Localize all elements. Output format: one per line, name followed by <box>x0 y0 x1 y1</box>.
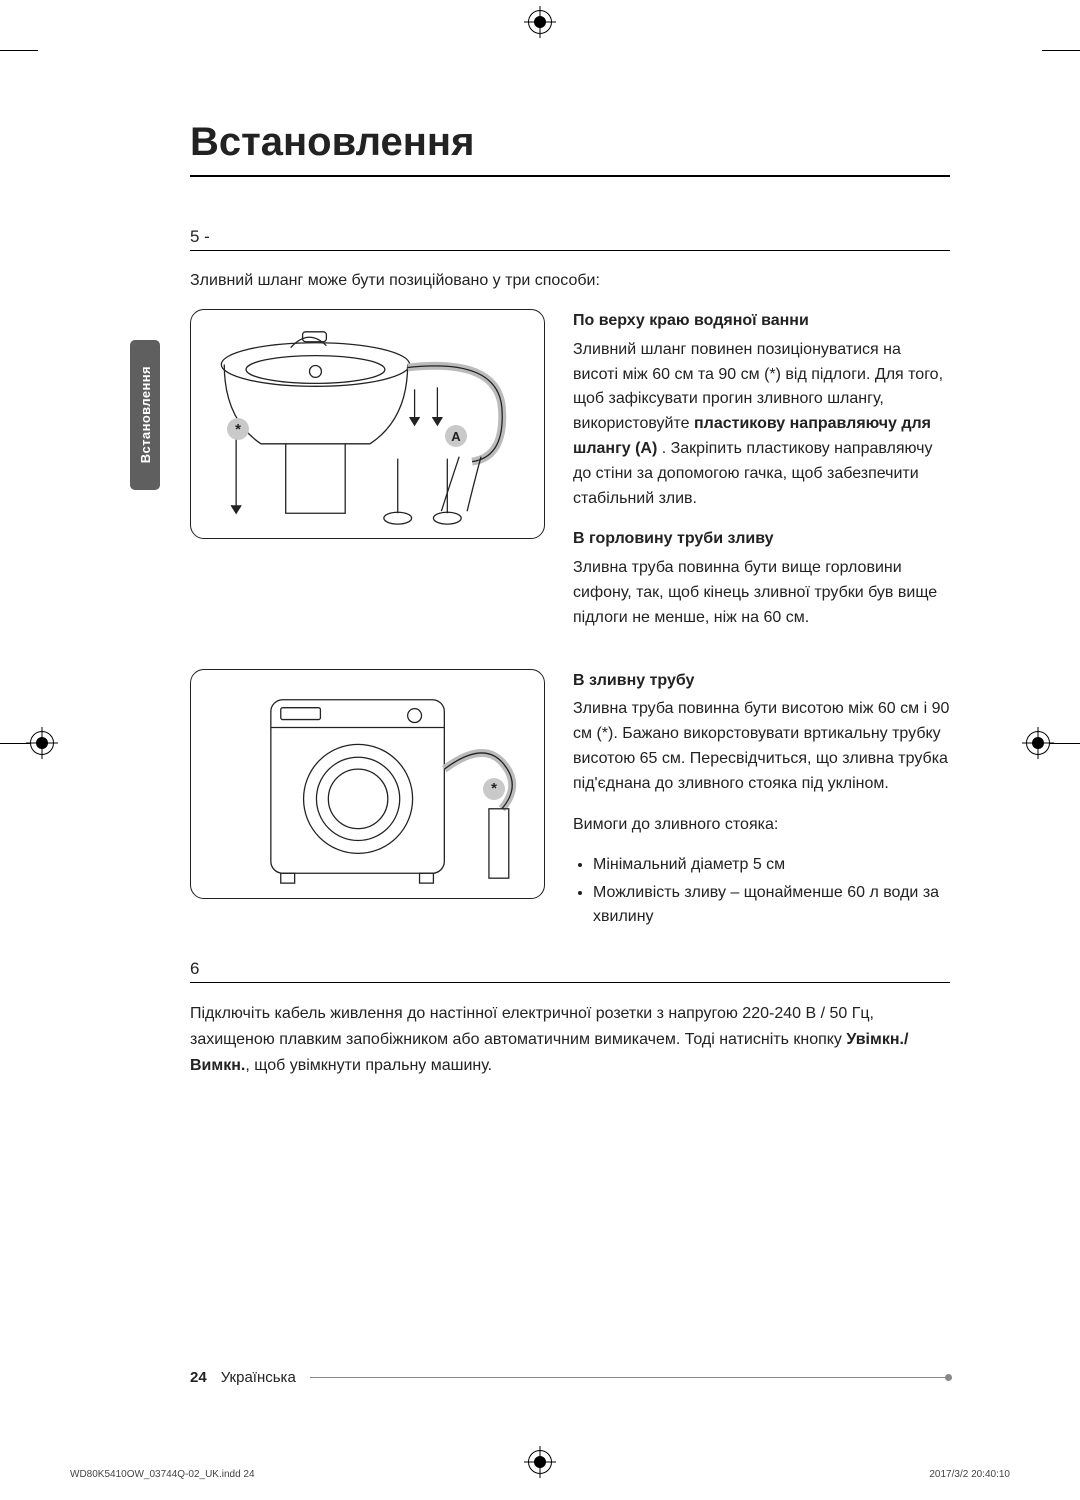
sec3-body: Зливна труба повинна бути висотою між 60… <box>573 697 950 796</box>
label-star: * <box>227 418 249 440</box>
side-tab-label: Встановлення <box>138 366 153 463</box>
crop-mark <box>1042 50 1080 51</box>
print-info: WD80K5410OW_03744Q-02_UK.indd 24 2017/3/… <box>70 1469 1010 1480</box>
page-footer: 24 Українська <box>190 1369 950 1386</box>
page-number: 24 <box>190 1369 207 1386</box>
step5-text2: В зливну трубу Зливна труба повинна бути… <box>573 669 950 934</box>
page-title: Встановлення <box>190 120 950 165</box>
illustration-washer: * <box>190 669 545 899</box>
footer-rule <box>310 1377 950 1378</box>
title-rule <box>190 175 950 177</box>
sec3-req-intro: Вимоги до зливного стояка: <box>573 813 950 838</box>
crop-mark <box>1050 743 1080 744</box>
label-a: A <box>445 425 467 447</box>
side-tab: Встановлення <box>130 340 160 490</box>
step6-label: 6 <box>190 959 950 979</box>
step5-text1: По верху краю водяної ванни Зливний шлан… <box>573 309 950 647</box>
registration-mark-icon <box>528 10 552 34</box>
req-item: Можливість зливу – щонайменше 60 л води … <box>593 881 950 929</box>
registration-mark-icon <box>1026 731 1050 755</box>
label-star-2: * <box>483 778 505 800</box>
step6-body: Підключіть кабель живлення до настінної … <box>190 1001 950 1078</box>
sec3-req-list: Мінімальний діаметр 5 см Можливість злив… <box>593 853 950 929</box>
step5-rule <box>190 250 950 251</box>
crop-mark <box>0 50 38 51</box>
step5-intro: Зливний шланг може бути позиційовано у т… <box>190 269 950 293</box>
sec3-heading: В зливну трубу <box>573 669 950 694</box>
sec1-body: Зливний шланг повинен позиціонуватися на… <box>573 338 950 512</box>
step6-post: , щоб увімкнути пральну машину. <box>245 1057 492 1074</box>
step6-rule <box>190 982 950 983</box>
step5-row2: * В зливну трубу Зливна труба повинна бу… <box>190 669 950 934</box>
step5-row1: * A По верху краю водяної ванни Зливний … <box>190 309 950 647</box>
illustration-basin: * A <box>190 309 545 539</box>
print-date: 2017/3/2 20:40:10 <box>929 1469 1010 1480</box>
sec1-heading: По верху краю водяної ванни <box>573 309 950 334</box>
print-file: WD80K5410OW_03744Q-02_UK.indd 24 <box>70 1469 255 1480</box>
req-item: Мінімальний діаметр 5 см <box>593 853 950 877</box>
step5-label: 5 - <box>190 227 950 247</box>
registration-mark-icon <box>30 731 54 755</box>
sec2-body: Зливна труба повинна бути вище горловини… <box>573 556 950 630</box>
page-language: Українська <box>221 1369 296 1386</box>
sec2-heading: В горловину труби зливу <box>573 527 950 552</box>
step6-pre: Підключіть кабель живлення до настінної … <box>190 1005 874 1048</box>
